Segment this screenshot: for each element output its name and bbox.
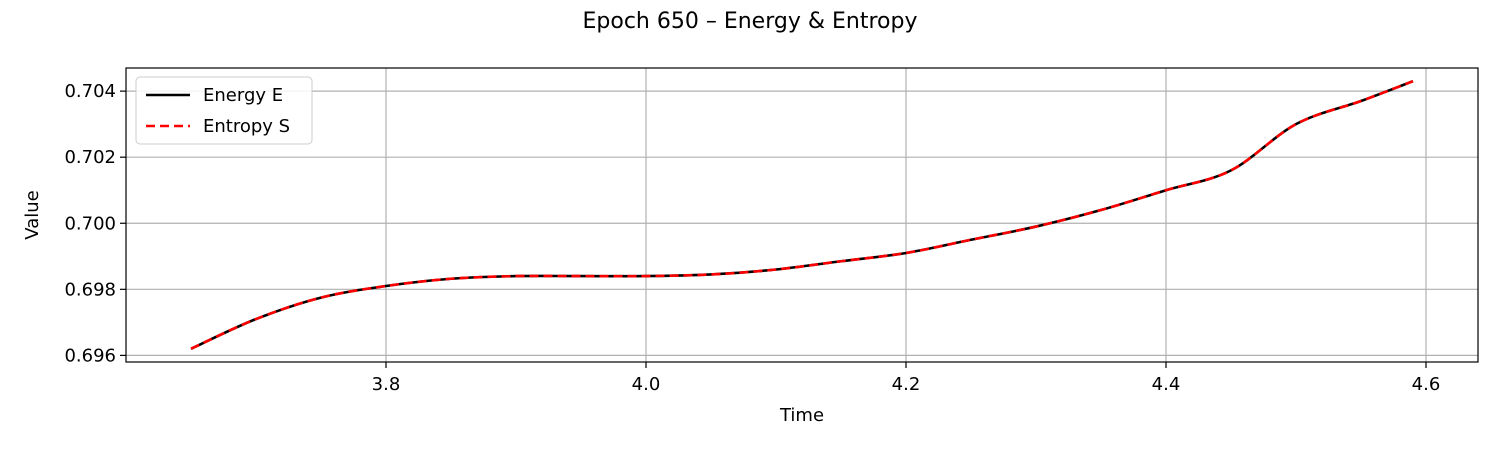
plot-frame [125,67,1479,363]
x-axis: 3.8 4.0 4.2 4.4 4.6 [372,362,1441,395]
legend-label: Entropy S [203,116,290,137]
y-axis-label: Value [22,190,43,239]
series-layer [190,79,1414,350]
y-tick-label: 0.700 [64,213,116,234]
y-tick-label: 0.702 [64,147,116,168]
series-line-energy [190,79,1414,350]
chart-title: Epoch 650 – Energy & Entropy [583,9,918,34]
legend-label: Energy E [203,85,283,106]
x-tick-label: 4.6 [1412,374,1441,395]
x-tick-label: 4.0 [632,374,661,395]
series-line-entropy [190,79,1414,350]
y-tick-label: 0.698 [64,279,116,300]
x-tick-label: 3.8 [372,374,401,395]
y-tick-label: 0.696 [64,345,116,366]
legend: Energy E Entropy S [135,76,313,145]
x-tick-label: 4.2 [892,374,921,395]
y-tick-label: 0.704 [64,81,116,102]
y-axis: 0.696 0.698 0.700 0.702 0.704 [64,81,126,366]
grid-lines [126,68,1478,362]
x-axis-label: Time [779,405,824,426]
x-tick-label: 4.4 [1152,374,1181,395]
